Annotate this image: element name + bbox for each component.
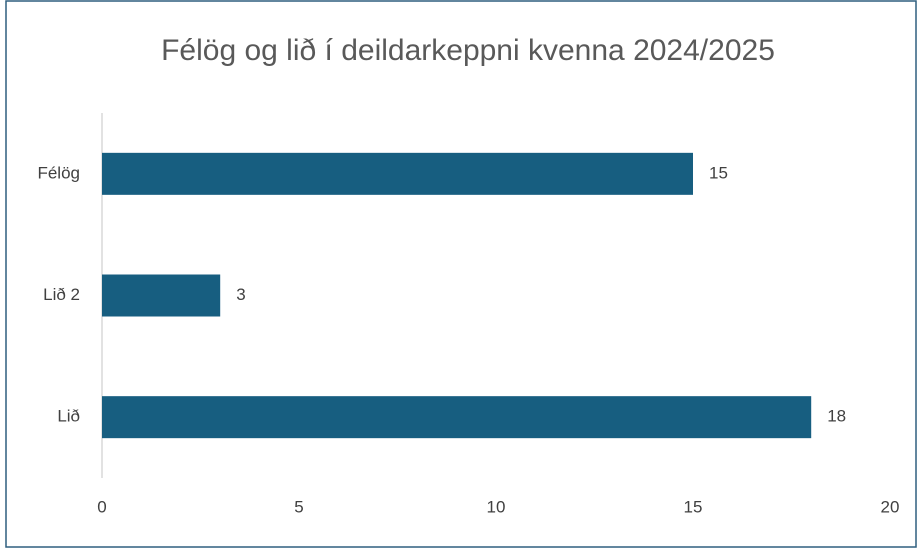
bar — [102, 274, 221, 317]
bar — [102, 396, 812, 439]
x-tick-label: 0 — [97, 497, 106, 516]
bar — [102, 152, 693, 195]
x-tick-label: 10 — [487, 497, 506, 516]
chart-frame — [5, 0, 917, 548]
x-tick-label: 20 — [881, 497, 900, 516]
x-tick-label: 15 — [684, 497, 703, 516]
y-tick-label: Félög — [37, 163, 80, 182]
data-label: 15 — [709, 163, 728, 182]
data-label: 18 — [827, 407, 846, 426]
data-label: 3 — [236, 285, 245, 304]
y-tick-label: Lið 2 — [43, 285, 80, 304]
y-tick-label: Lið — [57, 407, 80, 426]
chart-title: Félög og lið í deildarkeppni kvenna 2024… — [161, 34, 775, 67]
x-tick-label: 5 — [294, 497, 303, 516]
